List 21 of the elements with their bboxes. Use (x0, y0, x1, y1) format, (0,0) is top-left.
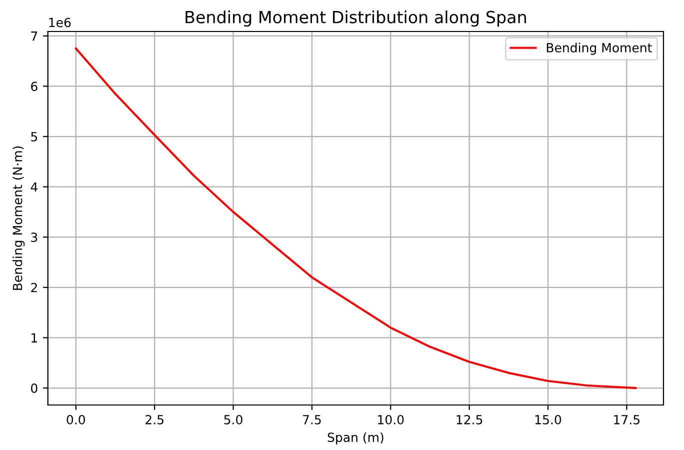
x-tick-label: 0.0 (66, 414, 85, 424)
y-tick-label: 3 (31, 232, 38, 242)
x-tick-label: 17.5 (614, 415, 640, 424)
y-tick-label: 6 (31, 82, 38, 92)
y-tick-label: 1 (32, 333, 38, 342)
x-axis-title: Span (m) (328, 432, 384, 444)
y-tick-label: 4 (30, 182, 38, 192)
x-tick-label: 10.0 (378, 414, 404, 424)
y-tick-label: 7 (31, 32, 38, 41)
y-tick-label: 5 (31, 132, 38, 142)
text: 1e6 (49, 18, 71, 28)
y-tick-label: 0 (31, 383, 38, 393)
x-tick-label: 15.0 (535, 414, 562, 424)
y-tick-label: 2 (31, 282, 37, 292)
chart-title: Bending Moment Distribution along Span (186, 10, 526, 27)
x-tick-label: 7.5 (303, 415, 321, 424)
x-tick-label: 12.5 (456, 414, 482, 424)
y-axis-title: Bending Moment (N·m) (12, 146, 25, 290)
x-tick-label: 5.0 (224, 414, 242, 424)
x-tick-label: 2.5 (146, 414, 164, 424)
legend-label: Bending Moment (546, 42, 652, 55)
